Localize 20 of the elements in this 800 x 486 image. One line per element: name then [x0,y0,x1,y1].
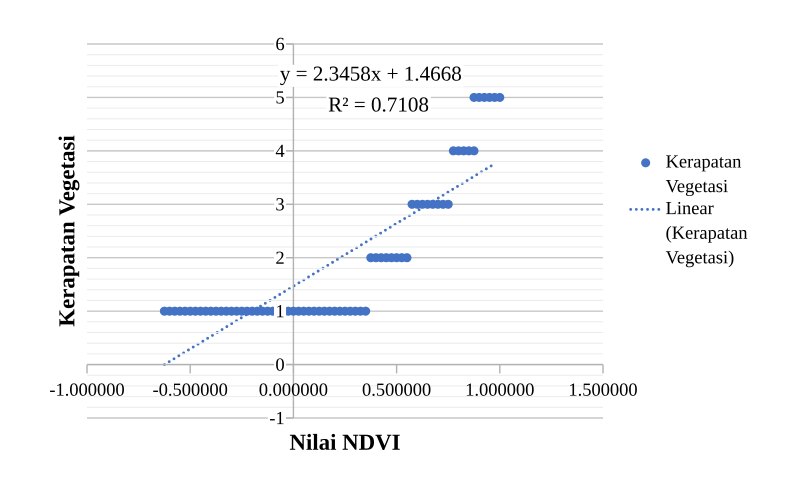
x-tick-label: 1.000000 [466,383,534,396]
y-tick-label: 5 [276,91,284,104]
legend-label: Kerapatan Vegetasi [666,155,742,196]
x-tick-label: 0.500000 [362,383,430,396]
y-axis-title: Kerapatan Vegetasi [58,136,80,326]
y-tick-label: 1 [277,305,284,318]
y-tick-label: 3 [276,198,284,211]
y-tick-label: 6 [276,38,284,50]
y-tick-label: -1 [270,412,284,424]
x-tick-label: -1.000000 [50,383,124,396]
y-tick-label: 2 [276,252,284,264]
y-tick-label: 0 [276,358,284,371]
x-tick-label: -0.500000 [153,383,228,396]
annotation: y = 2.3458x + 1.4668 [280,66,461,86]
y-tick-label: 4 [276,144,284,157]
x-axis-title: Nilai NDVI [290,434,400,450]
annotation: R² = 0.7108 [328,97,428,112]
x-tick-label: 1.500000 [570,383,637,396]
legend-label: Linear (Kerapatan Vegetasi) [666,202,748,268]
x-tick-label: 0.000000 [260,383,328,396]
